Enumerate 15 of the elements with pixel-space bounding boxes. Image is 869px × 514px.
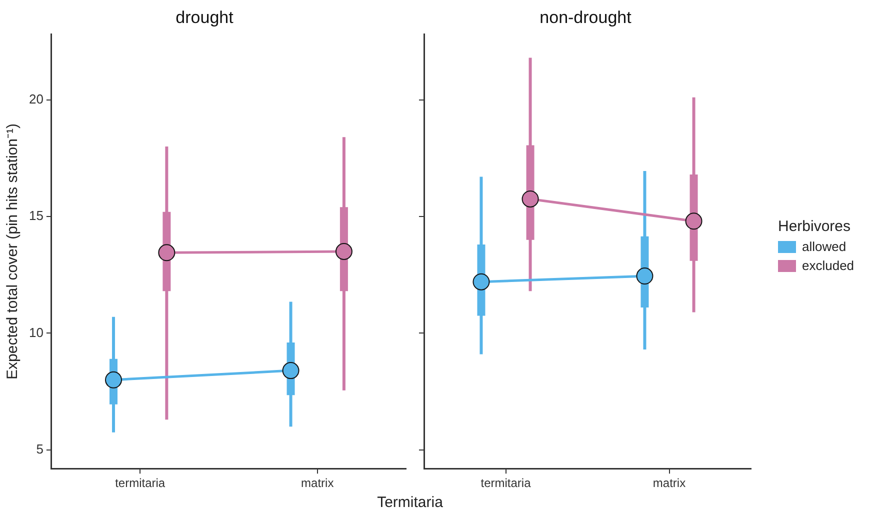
legend-label: allowed [802, 239, 846, 254]
y-axis-title: Expected total cover (pin hits station⁻¹) [4, 124, 22, 380]
y-tick-label: 5 [36, 442, 44, 457]
y-tick-label: 15 [28, 208, 44, 224]
legend-title: Herbivores [778, 218, 852, 235]
chart-title: non-drought [540, 8, 632, 27]
chart-title: drought [176, 8, 234, 27]
x-tick-label: termitaria [115, 476, 166, 490]
x-tick-label: matrix [301, 476, 334, 490]
y-tick-label: 20 [28, 91, 44, 106]
x-tick-label: matrix [652, 476, 686, 490]
legend-label: excluded [802, 258, 854, 273]
x-tick-label: termitaria [480, 476, 532, 490]
x-axis-title: Termitaria [376, 494, 444, 511]
y-tick-label: 10 [28, 324, 44, 340]
